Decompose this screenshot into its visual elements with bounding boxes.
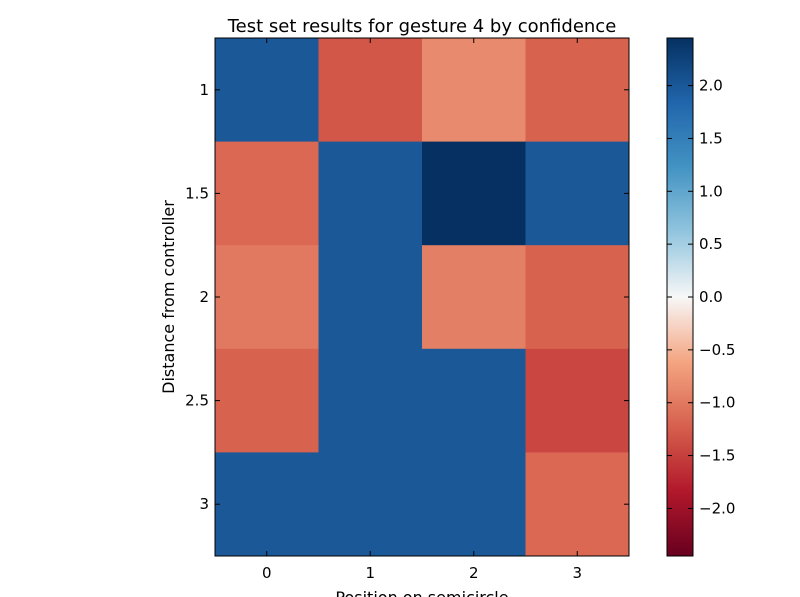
heatmap-cell bbox=[215, 141, 319, 246]
x-axis-label: Position on semicircle bbox=[335, 588, 508, 597]
colorbar-tick-label: −2.0 bbox=[699, 499, 735, 517]
colorbar-tick-label: −1.0 bbox=[699, 394, 735, 412]
heatmap-cell bbox=[318, 348, 423, 453]
heatmap-cell bbox=[422, 452, 526, 557]
heatmap-cell bbox=[525, 245, 630, 350]
y-axis-label: Distance from controller bbox=[159, 200, 178, 394]
heatmap-cell bbox=[318, 245, 423, 350]
x-tick-label: 1 bbox=[365, 564, 375, 582]
heatmap-cell bbox=[318, 38, 423, 143]
y-tick-label: 1.5 bbox=[185, 184, 209, 202]
colorbar-tick-label: 0.5 bbox=[699, 235, 723, 253]
y-tick-label: 2 bbox=[199, 288, 209, 306]
heatmap-cell bbox=[215, 452, 319, 557]
colorbar-ticks: 2.0 1.5 1.0 0.5 0.0 −0.5 −1.0 −1.5 −2.0 bbox=[667, 77, 735, 517]
chart-title: Test set results for gesture 4 by confid… bbox=[227, 16, 617, 37]
y-tick-label: 2.5 bbox=[185, 392, 209, 410]
colorbar-tick-label: 1.0 bbox=[699, 182, 723, 200]
heatmap-cell bbox=[525, 141, 630, 246]
heatmap-cell bbox=[422, 348, 526, 453]
heatmap-cell bbox=[525, 348, 630, 453]
x-tick-label: 2 bbox=[469, 564, 479, 582]
axis-ticks: 0 1 2 3 1 1.5 2 2.5 3 bbox=[185, 38, 629, 582]
colorbar-tick-label: −1.5 bbox=[699, 447, 735, 465]
x-tick-label: 3 bbox=[572, 564, 582, 582]
colorbar-tick-label: 0.0 bbox=[699, 288, 723, 306]
heatmap-cell bbox=[422, 38, 526, 143]
heatmap-cell bbox=[525, 452, 630, 557]
colorbar-tick-label: 1.5 bbox=[699, 129, 723, 147]
heatmap-cell bbox=[215, 245, 319, 350]
heatmap-cells bbox=[215, 38, 630, 557]
heatmap-cell bbox=[215, 348, 319, 453]
x-tick-label: 0 bbox=[262, 564, 272, 582]
heatmap-cell bbox=[525, 38, 630, 143]
heatmap-cell bbox=[215, 38, 319, 143]
heatmap-cell bbox=[422, 141, 526, 246]
colorbar-tick-label: 2.0 bbox=[699, 77, 723, 95]
heatmap-cell bbox=[318, 452, 423, 557]
y-tick-label: 1 bbox=[199, 81, 209, 99]
y-tick-label: 3 bbox=[199, 495, 209, 513]
heatmap-cell bbox=[318, 141, 423, 246]
heatmap-cell bbox=[422, 245, 526, 350]
colorbar-tick-label: −0.5 bbox=[699, 341, 735, 359]
